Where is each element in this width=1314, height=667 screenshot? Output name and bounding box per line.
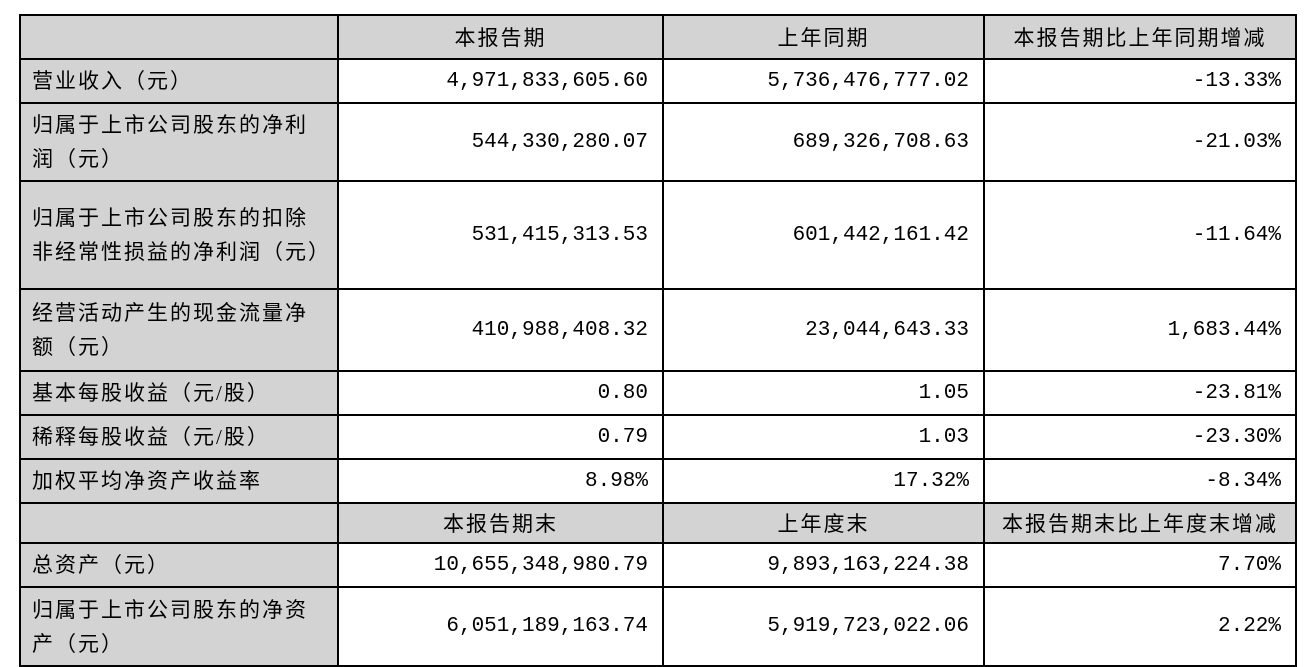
value-current: 6,051,189,163.74 (337, 586, 664, 667)
value-prior: 9,893,163,224.38 (662, 542, 985, 588)
value-current: 0.79 (337, 414, 664, 460)
metric-label: 总资产（元） (19, 542, 339, 588)
value-current: 10,655,348,980.79 (337, 542, 664, 588)
header-current-period: 本报告期 (337, 14, 664, 60)
header-period-change: 本报告期比上年同期增减 (983, 14, 1297, 60)
financial-summary-table: 本报告期 上年同期 本报告期比上年同期增减 营业收入（元） 4,971,833,… (19, 14, 1297, 667)
value-change: -23.81% (983, 370, 1297, 416)
table-row-net-profit: 归属于上市公司股东的净利润（元） 544,330,280.07 689,326,… (19, 102, 1297, 182)
metric-label: 加权平均净资产收益率 (19, 458, 339, 504)
metric-label: 经营活动产生的现金流量净额（元） (19, 288, 339, 372)
header-blank-cell (19, 502, 339, 544)
metric-label: 归属于上市公司股东的扣除非经常性损益的净利润（元） (19, 180, 339, 290)
metric-label: 稀释每股收益（元/股） (19, 414, 339, 460)
value-change: 2.22% (983, 586, 1297, 667)
table-row-net-assets: 归属于上市公司股东的净资产（元） 6,051,189,163.74 5,919,… (19, 586, 1297, 667)
value-current: 544,330,280.07 (337, 102, 664, 182)
value-prior: 1.03 (662, 414, 985, 460)
table-row-weighted-avg-roe: 加权平均净资产收益率 8.98% 17.32% -8.34% (19, 458, 1297, 504)
value-prior: 23,044,643.33 (662, 288, 985, 372)
value-prior: 5,919,723,022.06 (662, 586, 985, 667)
value-change: 7.70% (983, 542, 1297, 588)
value-current: 8.98% (337, 458, 664, 504)
value-prior: 17.32% (662, 458, 985, 504)
metric-label: 归属于上市公司股东的净利润（元） (19, 102, 339, 182)
value-current: 531,415,313.53 (337, 180, 664, 290)
value-prior: 689,326,708.63 (662, 102, 985, 182)
value-change: 1,683.44% (983, 288, 1297, 372)
period-header-row: 本报告期 上年同期 本报告期比上年同期增减 (19, 14, 1297, 60)
metric-label: 基本每股收益（元/股） (19, 370, 339, 416)
value-prior: 5,736,476,777.02 (662, 58, 985, 104)
end-of-period-header-row: 本报告期末 上年度末 本报告期末比上年度末增减 (19, 502, 1297, 544)
value-change: -23.30% (983, 414, 1297, 460)
table-row-basic-eps: 基本每股收益（元/股） 0.80 1.05 -23.81% (19, 370, 1297, 416)
table-row-total-assets: 总资产（元） 10,655,348,980.79 9,893,163,224.3… (19, 542, 1297, 588)
value-current: 4,971,833,605.60 (337, 58, 664, 104)
value-change: -13.33% (983, 58, 1297, 104)
metric-label: 归属于上市公司股东的净资产（元） (19, 586, 339, 667)
metric-label: 营业收入（元） (19, 58, 339, 104)
financial-summary-table-wrap: 本报告期 上年同期 本报告期比上年同期增减 营业收入（元） 4,971,833,… (19, 14, 1297, 667)
value-change: -8.34% (983, 458, 1297, 504)
value-change: -21.03% (983, 102, 1297, 182)
header-blank-cell (19, 14, 339, 60)
table-row-net-profit-excl-nonrecurring: 归属于上市公司股东的扣除非经常性损益的净利润（元） 531,415,313.53… (19, 180, 1297, 290)
value-current: 410,988,408.32 (337, 288, 664, 372)
value-prior: 601,442,161.42 (662, 180, 985, 290)
table-row-revenue: 营业收入（元） 4,971,833,605.60 5,736,476,777.0… (19, 58, 1297, 104)
header-prior-period: 上年同期 (662, 14, 985, 60)
value-current: 0.80 (337, 370, 664, 416)
header-period-end-change: 本报告期末比上年度末增减 (983, 502, 1297, 544)
header-current-period-end: 本报告期末 (337, 502, 664, 544)
table-row-operating-cash-flow: 经营活动产生的现金流量净额（元） 410,988,408.32 23,044,6… (19, 288, 1297, 372)
table-row-diluted-eps: 稀释每股收益（元/股） 0.79 1.03 -23.30% (19, 414, 1297, 460)
header-prior-year-end: 上年度末 (662, 502, 985, 544)
value-change: -11.64% (983, 180, 1297, 290)
value-prior: 1.05 (662, 370, 985, 416)
